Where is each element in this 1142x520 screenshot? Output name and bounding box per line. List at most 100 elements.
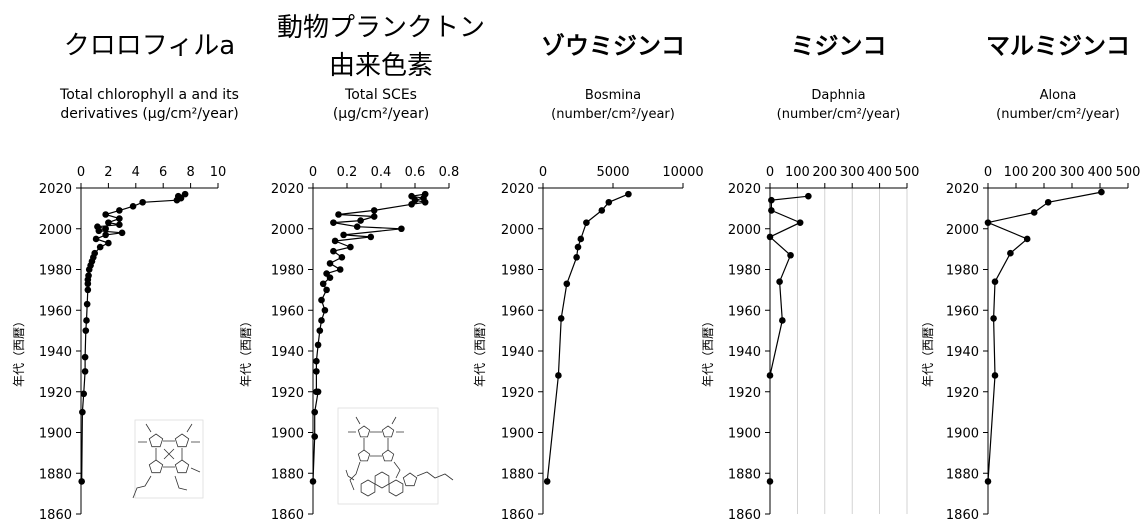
data-point	[92, 235, 100, 243]
data-point	[326, 274, 334, 281]
inset-image-frame	[337, 407, 439, 505]
y-tick-label: 1920	[39, 386, 72, 401]
y-tick-label: 1940	[728, 345, 761, 360]
x-tick-label: 4	[132, 165, 140, 180]
x-tick-label: 0.2	[337, 165, 358, 180]
data-point	[766, 372, 774, 379]
data-point	[984, 478, 992, 485]
data-point	[370, 207, 378, 214]
x-tick-label: 0	[766, 165, 774, 180]
y-tick-label: 1940	[501, 345, 534, 360]
y-tick-label: 1860	[271, 508, 304, 520]
data-point	[583, 219, 590, 226]
x-axis-label: (number/cm²/year)	[551, 107, 675, 122]
data-point	[316, 327, 324, 334]
data-point	[79, 408, 86, 416]
x-tick-label: 0.6	[405, 165, 426, 180]
x-tick-label: 200	[812, 165, 837, 180]
data-point	[338, 253, 346, 261]
data-point	[83, 317, 90, 324]
x-tick-label: 5000	[596, 165, 629, 180]
x-tick-label: 100	[1004, 165, 1029, 180]
data-point	[367, 233, 375, 241]
y-tick-label: 1860	[946, 508, 979, 520]
data-point	[991, 278, 999, 286]
y-tick-label: 1920	[946, 386, 979, 401]
data-point	[805, 192, 812, 200]
data-point	[309, 478, 317, 485]
data-point	[105, 239, 112, 247]
x-tick-label: 2	[104, 165, 112, 180]
y-tick-label: 1900	[946, 427, 979, 442]
y-tick-label: 1960	[39, 304, 72, 319]
data-point	[85, 266, 93, 273]
x-axis-label: derivatives (μg/cm²/year)	[60, 106, 238, 122]
data-point	[605, 198, 613, 206]
y-tick-label: 2020	[501, 182, 534, 197]
data-point	[84, 286, 92, 294]
x-tick-label: 400	[867, 165, 892, 180]
data-point	[557, 315, 565, 322]
data-point	[776, 278, 783, 286]
y-tick-label: 1980	[271, 264, 304, 279]
chart-title: ゾウミジンコ	[541, 32, 685, 60]
data-point	[129, 203, 137, 210]
data-point	[321, 306, 329, 314]
y-tick-label: 2020	[39, 182, 72, 197]
y-tick-label: 1860	[501, 508, 534, 520]
data-point	[357, 217, 364, 224]
data-point	[139, 198, 146, 206]
data-point	[370, 213, 378, 220]
x-tick-label: 100	[785, 165, 810, 180]
data-point	[625, 190, 632, 198]
y-tick-label: 1880	[946, 467, 979, 482]
data-point	[318, 296, 325, 304]
inset-image-frame	[134, 419, 204, 499]
data-point	[398, 225, 405, 233]
data-point	[347, 243, 354, 251]
data-point	[81, 353, 89, 361]
data-point	[311, 408, 319, 416]
y-tick-label: 1880	[271, 467, 304, 482]
y-tick-label: 1980	[728, 264, 761, 279]
y-tick-label: 2000	[728, 223, 761, 238]
data-point	[1044, 198, 1052, 206]
y-tick-label: 2000	[39, 223, 72, 238]
data-point	[81, 368, 89, 375]
data-point	[330, 219, 337, 226]
data-point	[84, 280, 92, 288]
y-tick-label: 1880	[728, 467, 761, 482]
y-tick-label: 1940	[39, 345, 72, 360]
chart-title: 由来色素	[329, 51, 433, 81]
y-axis-label: 年代（西暦）	[701, 315, 715, 387]
chart-panel: クロロフィルa Total chlorophyll a and its deriva…	[12, 31, 239, 520]
data-point	[80, 390, 88, 398]
data-point	[173, 196, 181, 204]
data-point	[766, 233, 774, 241]
data-point	[116, 207, 123, 214]
data-point	[314, 388, 322, 396]
data-point	[83, 300, 91, 308]
data-point	[95, 227, 103, 235]
data-point	[990, 315, 997, 322]
x-tick-label: 0	[309, 165, 317, 180]
data-point	[984, 219, 992, 226]
y-tick-label: 1960	[946, 304, 979, 319]
data-point	[779, 317, 786, 324]
x-axis-label: Bosmina	[585, 88, 641, 103]
series-line	[986, 191, 1102, 482]
data-point	[598, 207, 606, 214]
x-tick-label: 0.4	[371, 165, 392, 180]
data-point	[563, 280, 571, 288]
chart-title: ミジンコ	[791, 32, 887, 60]
data-point	[335, 211, 342, 218]
data-point	[1007, 249, 1014, 257]
y-tick-label: 1900	[39, 427, 72, 442]
y-tick-label: 1980	[39, 264, 72, 279]
x-tick-label: 10	[210, 165, 227, 180]
y-tick-label: 1880	[39, 467, 72, 482]
steryl-chlorin-ester-structure-drawing	[345, 416, 454, 497]
x-tick-label: 8	[186, 165, 194, 180]
data-point	[421, 198, 429, 206]
y-axis-label: 年代（西暦）	[473, 315, 487, 387]
